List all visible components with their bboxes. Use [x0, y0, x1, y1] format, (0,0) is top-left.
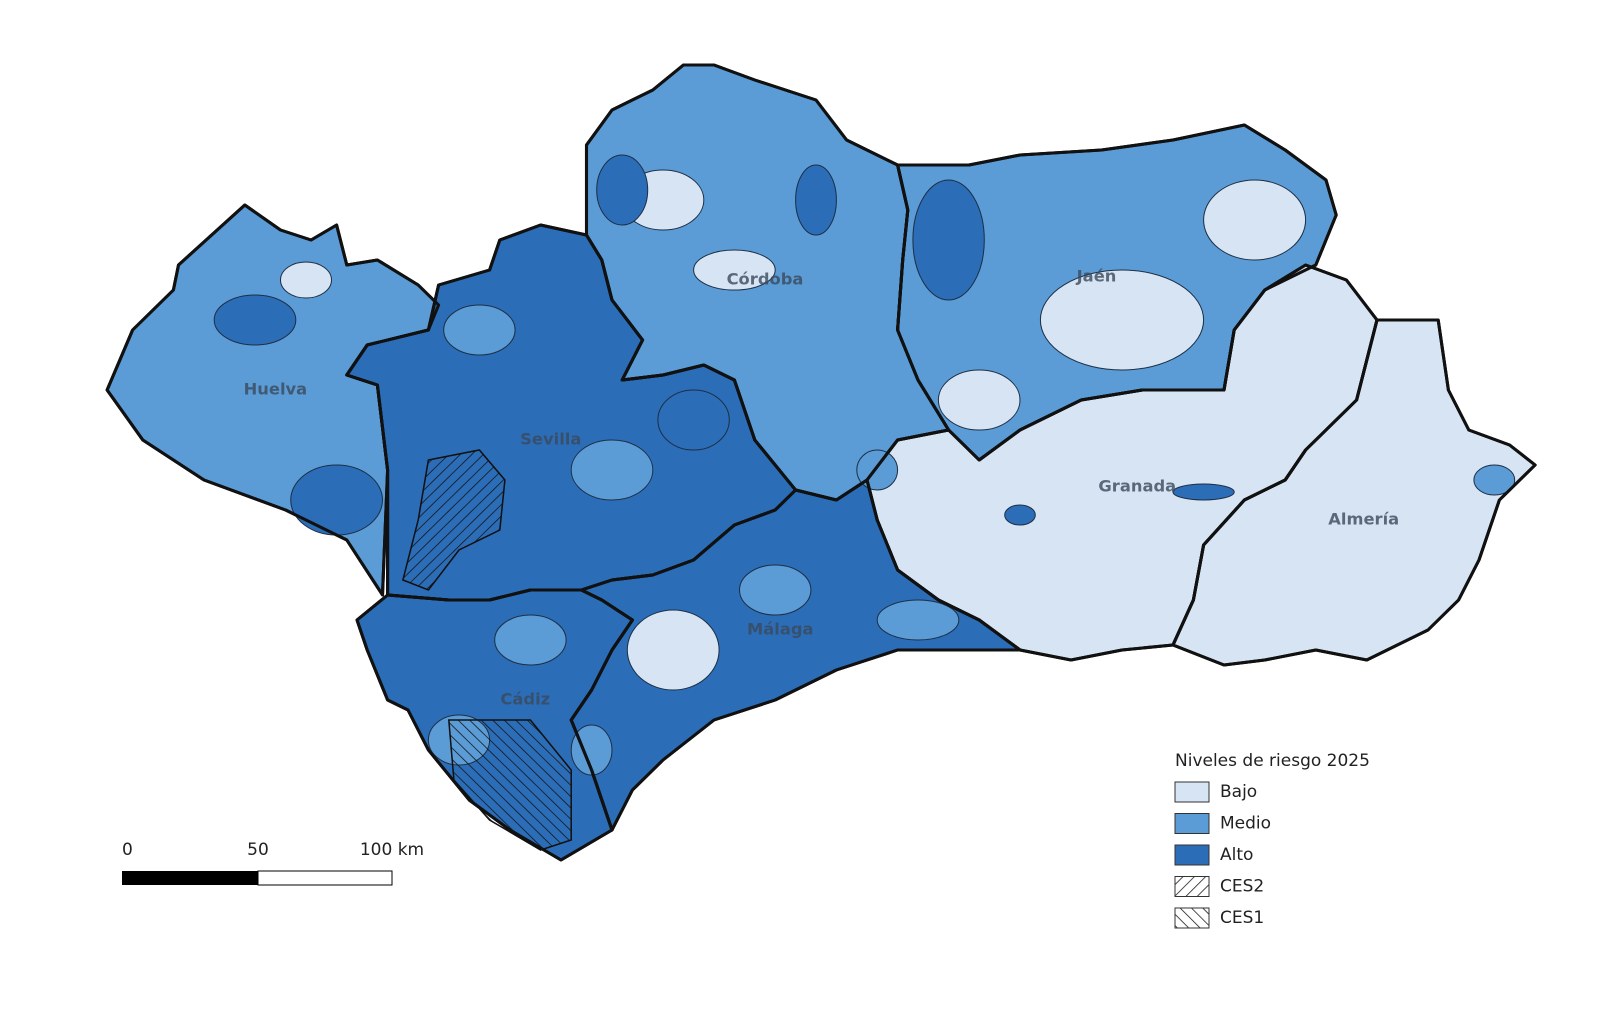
province-label: Málaga — [747, 620, 814, 639]
legend-label: Bajo — [1220, 782, 1257, 802]
municipality — [876, 599, 960, 641]
legend-label: Medio — [1220, 814, 1271, 834]
scale-bar-white — [257, 870, 393, 886]
province-border — [105, 203, 441, 597]
municipality — [693, 249, 776, 291]
municipality — [1004, 504, 1036, 526]
legend-swatch — [1174, 781, 1210, 803]
municipality — [912, 179, 985, 301]
scale-label: 0 — [122, 840, 133, 860]
municipality — [626, 609, 720, 691]
legend-swatch — [1174, 876, 1210, 897]
legend: Niveles de riesgo 2025 Bajo Medio Alto CES2 C… — [1174, 751, 1370, 929]
province-border — [1171, 318, 1537, 667]
scale-label: 50 — [247, 840, 269, 860]
legend-label: CES2 — [1220, 877, 1264, 897]
municipality — [570, 724, 613, 776]
municipality — [795, 164, 837, 236]
municipality — [570, 439, 654, 501]
legend-label: CES1 — [1220, 908, 1264, 928]
scale-bar: 0 50 100 km — [122, 840, 424, 886]
municipality — [596, 154, 649, 226]
legend-swatch — [1174, 813, 1210, 834]
municipality — [937, 369, 1021, 431]
legend-label: Alto — [1220, 845, 1253, 865]
scale-bar-black — [122, 871, 258, 885]
municipality — [657, 389, 730, 451]
legend-title: Niveles de riesgo 2025 — [1175, 751, 1370, 771]
legend-swatch — [1174, 844, 1210, 866]
map: Huelva Sevilla Córdoba Jaén Granada Almería Má… — [105, 63, 1537, 862]
province-label: Huelva — [244, 380, 308, 399]
province-label: Sevilla — [520, 430, 581, 449]
province-label: Cádiz — [500, 690, 550, 709]
municipality — [443, 304, 516, 356]
ces2-area — [401, 449, 506, 591]
municipality — [1203, 179, 1307, 261]
province-label: Almería — [1328, 510, 1399, 529]
municipality — [290, 464, 384, 536]
municipality — [738, 564, 812, 616]
municipality — [1172, 483, 1235, 501]
municipality — [1039, 269, 1205, 371]
province-label: Córdoba — [727, 270, 804, 289]
scale-label: 100 km — [360, 840, 424, 860]
province-label: Granada — [1098, 477, 1176, 496]
municipality — [494, 614, 567, 666]
legend-swatch — [1174, 907, 1210, 929]
province-border — [355, 588, 634, 862]
municipality — [1473, 464, 1516, 496]
municipality — [279, 261, 333, 299]
province-label: Jaén — [1076, 267, 1117, 286]
municipality — [213, 294, 297, 346]
